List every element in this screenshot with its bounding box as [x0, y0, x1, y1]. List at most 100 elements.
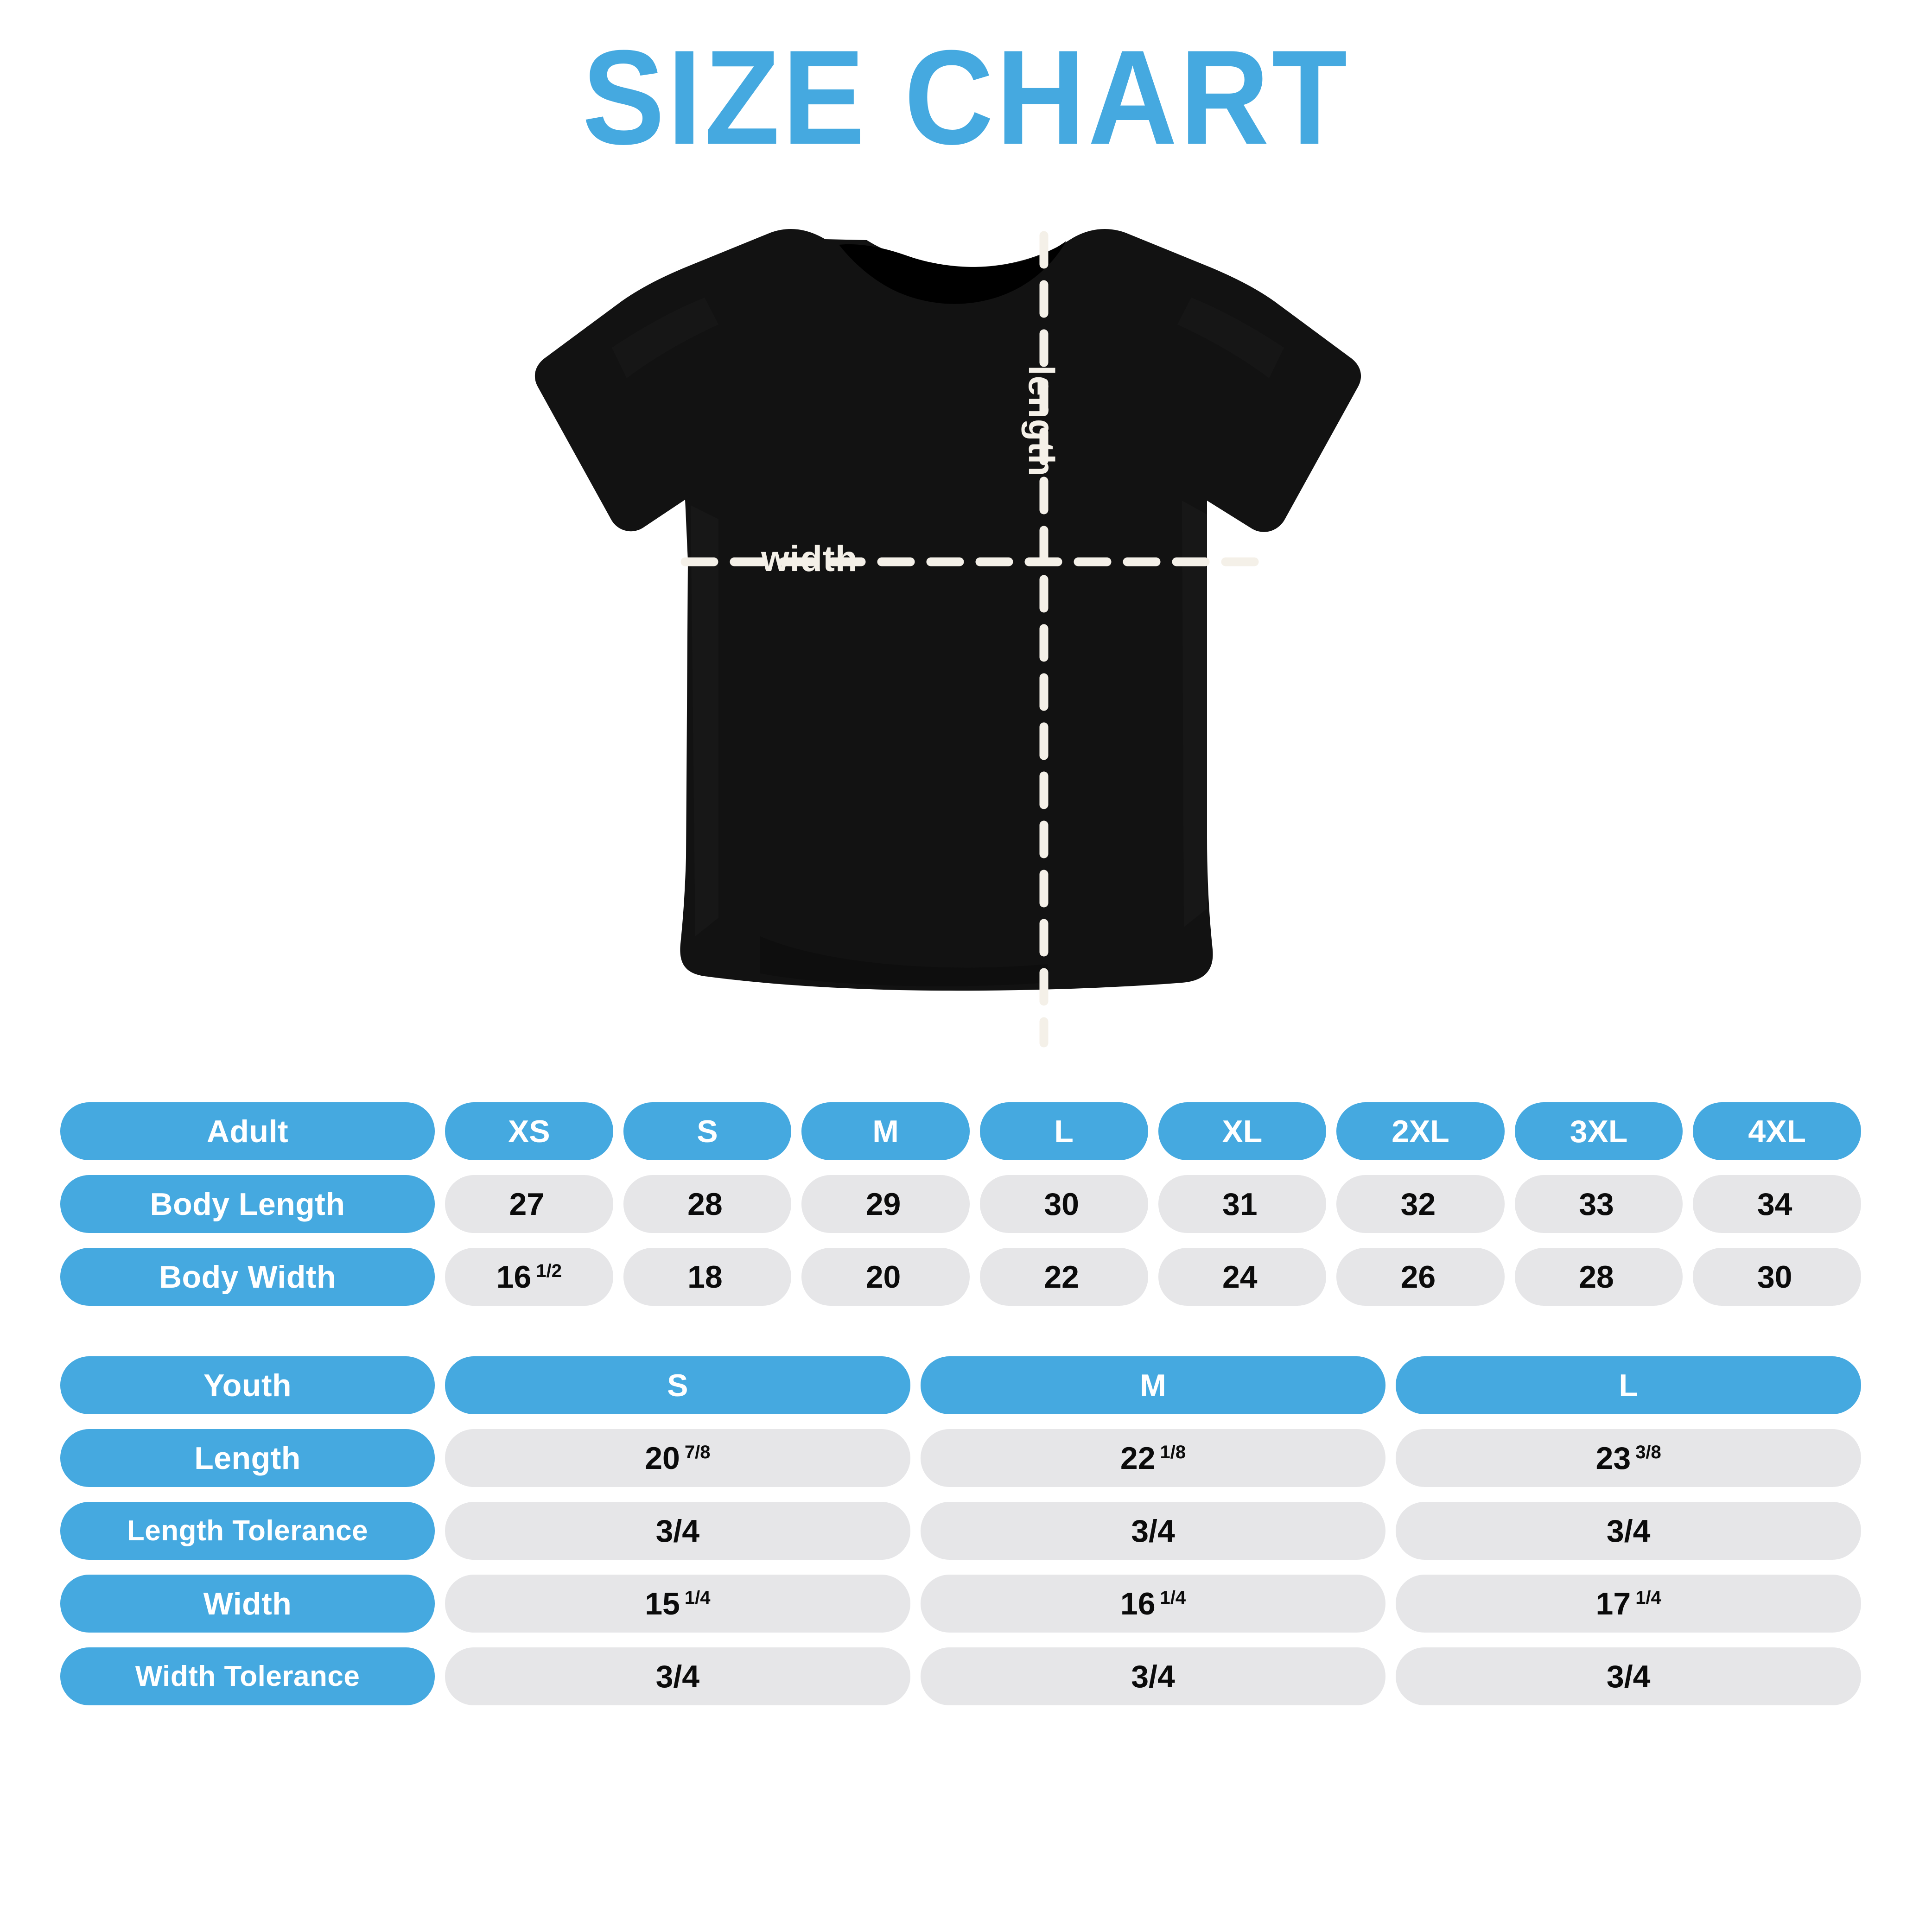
- cell-value: 29: [865, 1186, 901, 1222]
- youth-width-tolerance-row: Width Tolerance 3/4 3/4 3/4: [60, 1647, 1862, 1705]
- cell-value: 24: [1222, 1259, 1258, 1295]
- cell-value: 28: [1579, 1259, 1614, 1295]
- tshirt-collar: [839, 241, 1066, 304]
- cell-value: 22: [1120, 1440, 1156, 1476]
- width-dimension-label: width: [761, 538, 858, 579]
- cell-value: 26: [1400, 1259, 1436, 1295]
- adult-size-header: 2XL: [1336, 1102, 1505, 1160]
- table-cell: 3/4: [1396, 1502, 1862, 1560]
- table-cell: 33: [1514, 1175, 1683, 1233]
- table-cell: 32: [1336, 1175, 1505, 1233]
- cell-value: 22: [1044, 1259, 1079, 1295]
- cell-value: 16: [1120, 1586, 1156, 1621]
- cell-value: 30: [1044, 1186, 1079, 1222]
- youth-length-row: Length 20 7/8 22 1/8 23 3/8: [60, 1429, 1862, 1487]
- cell-value: 20: [645, 1440, 680, 1476]
- row-label: Length: [60, 1429, 435, 1487]
- cell-value: 30: [1757, 1259, 1792, 1295]
- cell-value: 17: [1595, 1586, 1631, 1621]
- tshirt-graphic: [534, 229, 1361, 1048]
- cell-value: 3/4: [655, 1513, 700, 1549]
- cell-value: 3/4: [1606, 1659, 1651, 1694]
- table-cell: 31: [1158, 1175, 1327, 1233]
- table-cell: 30: [1693, 1248, 1861, 1306]
- table-cell: 22 1/8: [920, 1429, 1386, 1487]
- length-dimension-label: length: [1021, 365, 1062, 477]
- adult-size-header: XS: [445, 1102, 613, 1160]
- table-cell: 34: [1693, 1175, 1861, 1233]
- table-cell: 3/4: [445, 1647, 910, 1705]
- cell-fraction: 1/4: [1160, 1588, 1186, 1608]
- table-cell: 30: [979, 1175, 1148, 1233]
- cell-value: 3/4: [1606, 1513, 1651, 1549]
- table-cell: 17 1/4: [1396, 1575, 1862, 1633]
- youth-size-header: L: [1396, 1356, 1862, 1414]
- cell-value: 3/4: [655, 1659, 700, 1694]
- table-cell: 27: [445, 1175, 613, 1233]
- adult-size-header: S: [623, 1102, 792, 1160]
- table-cell: 3/4: [920, 1502, 1386, 1560]
- adult-size-header: 4XL: [1693, 1102, 1861, 1160]
- cell-fraction: 7/8: [684, 1442, 711, 1462]
- cell-fraction: 1/4: [1635, 1588, 1661, 1608]
- adult-size-header: 3XL: [1514, 1102, 1683, 1160]
- tshirt-shading: [612, 298, 1284, 986]
- row-label: Body Length: [60, 1175, 435, 1233]
- table-cell: 20 7/8: [445, 1429, 910, 1487]
- table-cell: 26: [1336, 1248, 1505, 1306]
- tshirt-silhouette: [534, 229, 1361, 991]
- youth-size-header: M: [920, 1356, 1386, 1414]
- page-title: SIZE CHART: [582, 22, 1350, 172]
- adult-table-title: Adult: [60, 1102, 435, 1160]
- cell-value: 23: [1595, 1440, 1631, 1476]
- table-cell: 28: [1514, 1248, 1683, 1306]
- youth-size-header: S: [445, 1356, 910, 1414]
- cell-value: 3/4: [1131, 1659, 1175, 1694]
- table-cell: 28: [623, 1175, 792, 1233]
- tshirt-illustration: width length: [501, 195, 1442, 1075]
- cell-value: 31: [1222, 1186, 1258, 1222]
- cell-value: 33: [1579, 1186, 1614, 1222]
- cell-value: 34: [1757, 1186, 1792, 1222]
- adult-body-length-row: Body Length 27 28 29 30 31 32 33 34: [60, 1175, 1861, 1233]
- table-cell: 16 1/4: [920, 1575, 1386, 1633]
- cell-value: 15: [645, 1586, 680, 1621]
- table-cell: 18: [623, 1248, 792, 1306]
- youth-table-title: Youth: [60, 1356, 435, 1414]
- row-label: Body Width: [60, 1248, 435, 1306]
- cell-value: 27: [509, 1186, 545, 1222]
- cell-value: 28: [687, 1186, 723, 1222]
- cell-fraction: 1/4: [684, 1588, 711, 1608]
- table-cell: 24: [1158, 1248, 1327, 1306]
- youth-header-row: Youth S M L: [60, 1356, 1862, 1414]
- table-cell: 20: [801, 1248, 970, 1306]
- cell-fraction: 3/8: [1635, 1442, 1661, 1462]
- row-label: Length Tolerance: [60, 1502, 435, 1560]
- cell-value: 3/4: [1131, 1513, 1175, 1549]
- table-cell: 16 1/2: [445, 1248, 613, 1306]
- adult-header-row: Adult XS S M L XL 2XL 3XL 4XL: [60, 1102, 1861, 1160]
- youth-width-row: Width 15 1/4 16 1/4 17 1/4: [60, 1575, 1862, 1633]
- youth-length-tolerance-row: Length Tolerance 3/4 3/4 3/4: [60, 1502, 1862, 1560]
- table-cell: 3/4: [920, 1647, 1386, 1705]
- adult-size-header: L: [979, 1102, 1148, 1160]
- cell-fraction: 1/8: [1160, 1442, 1186, 1462]
- table-cell: 23 3/8: [1396, 1429, 1862, 1487]
- cell-value: 16: [496, 1259, 532, 1295]
- cell-value: 32: [1400, 1186, 1436, 1222]
- row-label: Width: [60, 1575, 435, 1633]
- cell-value: 20: [865, 1259, 901, 1295]
- adult-size-header: M: [801, 1102, 970, 1160]
- table-cell: 15 1/4: [445, 1575, 910, 1633]
- youth-size-table: Youth S M L Length 20 7/8 22 1/8 23 3/8 Len…: [60, 1356, 1862, 1705]
- table-cell: 29: [801, 1175, 970, 1233]
- cell-fraction: 1/2: [536, 1261, 562, 1281]
- row-label: Width Tolerance: [60, 1647, 435, 1705]
- adult-size-header: XL: [1158, 1102, 1327, 1160]
- table-cell: 3/4: [445, 1502, 910, 1560]
- table-cell: 22: [979, 1248, 1148, 1306]
- adult-size-table: Adult XS S M L XL 2XL 3XL 4XL Body Lengt…: [60, 1102, 1861, 1306]
- adult-body-width-row: Body Width 16 1/2 18 20 22 24 26 28 30: [60, 1248, 1861, 1306]
- cell-value: 18: [687, 1259, 723, 1295]
- table-cell: 3/4: [1396, 1647, 1862, 1705]
